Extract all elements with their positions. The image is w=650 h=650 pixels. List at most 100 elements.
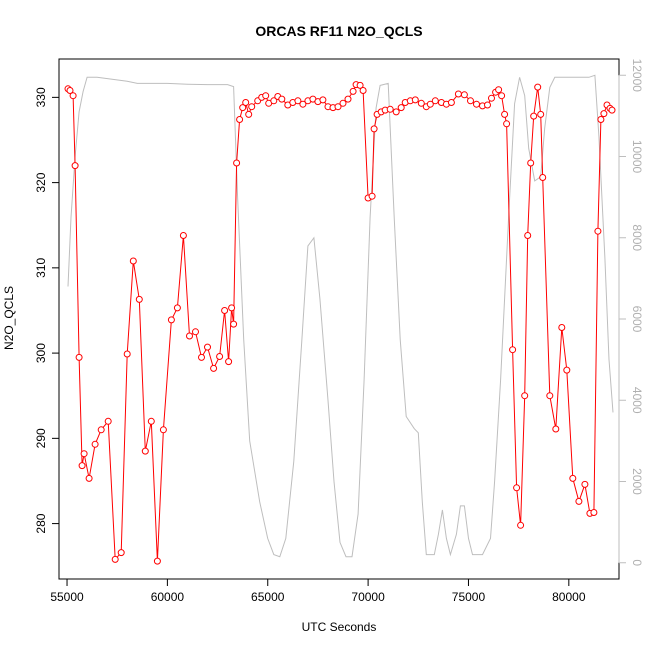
altitude-series bbox=[67, 74, 614, 558]
y-axis-label: N2O_QCLS bbox=[2, 286, 16, 350]
n2o-point bbox=[594, 227, 602, 235]
n2o-point bbox=[552, 425, 560, 433]
n2o-point bbox=[186, 332, 193, 340]
n2o-point bbox=[278, 95, 286, 103]
y-tick-label: 320 bbox=[34, 172, 48, 192]
n2o-point bbox=[192, 328, 199, 336]
x-tick-label: 80000 bbox=[552, 590, 586, 604]
n2o-point bbox=[216, 353, 224, 360]
n2o-point bbox=[563, 366, 571, 374]
y-tick-label: 300 bbox=[34, 343, 48, 363]
chart-title: ORCAS RF11 N2O_QCLS bbox=[255, 23, 422, 39]
n2o-point bbox=[447, 99, 455, 106]
y-axis-right: 0 2000 4000 6000 8000 10000 12000 bbox=[618, 59, 644, 566]
x-tick-label: 60000 bbox=[151, 590, 185, 604]
n2o-point bbox=[117, 549, 125, 557]
n2o-point bbox=[509, 346, 517, 354]
n2o-point bbox=[85, 474, 93, 482]
x-axis: 55000 60000 65000 70000 75000 80000 bbox=[50, 578, 586, 604]
n2o-point bbox=[262, 92, 270, 100]
n2o-point bbox=[521, 392, 529, 400]
n2o-point bbox=[488, 94, 495, 102]
n2o-point bbox=[228, 304, 236, 312]
y2-tick-label: 8000 bbox=[630, 224, 644, 251]
n2o-point bbox=[248, 103, 256, 111]
n2o-point bbox=[503, 120, 511, 128]
n2o-point bbox=[558, 324, 566, 331]
x-tick-label: 55000 bbox=[50, 590, 84, 604]
n2o-point bbox=[517, 521, 525, 529]
n2o-point bbox=[299, 100, 307, 108]
n2o-point bbox=[411, 96, 419, 104]
y-axis-left: 280 290 300 310 320 330 bbox=[34, 87, 60, 534]
n2o-point bbox=[210, 364, 218, 372]
n2o-point bbox=[608, 106, 616, 114]
n2o-point bbox=[524, 232, 532, 239]
n2o-point bbox=[356, 81, 364, 89]
n2o-point bbox=[397, 104, 405, 112]
n2o-point bbox=[221, 307, 229, 314]
n2o-point bbox=[147, 417, 155, 425]
n2o-point bbox=[431, 97, 439, 105]
x-tick-label: 70000 bbox=[351, 590, 385, 604]
n2o-point bbox=[581, 480, 589, 488]
n2o-point bbox=[334, 103, 342, 111]
n2o-point bbox=[597, 116, 605, 123]
n2o-point bbox=[498, 92, 506, 100]
n2o-point bbox=[426, 100, 434, 108]
y2-tick-label: 10000 bbox=[630, 140, 644, 174]
n2o-point bbox=[66, 87, 74, 94]
n2o-point bbox=[111, 555, 119, 563]
altitude-line bbox=[67, 74, 614, 558]
n2o-point bbox=[129, 257, 137, 265]
n2o-point bbox=[460, 91, 468, 99]
n2o-point bbox=[484, 101, 491, 109]
n2o-point bbox=[590, 509, 598, 516]
n2o-point bbox=[473, 100, 480, 108]
y2-tick-label: 12000 bbox=[630, 59, 644, 93]
n2o-point bbox=[225, 358, 233, 366]
n2o-point bbox=[359, 87, 367, 94]
n2o-point bbox=[294, 97, 302, 105]
y2-tick-label: 0 bbox=[630, 559, 644, 566]
n2o-point bbox=[71, 162, 79, 170]
n2o-point bbox=[270, 97, 278, 105]
x-tick-label: 75000 bbox=[452, 590, 486, 604]
n2o-series bbox=[64, 81, 616, 565]
n2o-point bbox=[69, 92, 77, 100]
n2o-point bbox=[159, 426, 167, 434]
n2o-point bbox=[245, 110, 253, 118]
n2o-point bbox=[534, 83, 542, 91]
plot-box bbox=[58, 58, 620, 580]
n2o-point bbox=[575, 497, 583, 505]
x-axis-label: UTC Seconds bbox=[302, 620, 377, 634]
n2o-point bbox=[368, 192, 376, 200]
n2o-point bbox=[344, 95, 352, 103]
n2o-point bbox=[198, 353, 205, 361]
y-tick-label: 280 bbox=[34, 513, 48, 533]
n2o-point bbox=[513, 484, 521, 492]
n2o-point bbox=[527, 159, 535, 167]
n2o-point bbox=[179, 232, 187, 239]
y-tick-label: 330 bbox=[34, 87, 48, 107]
n2o-point bbox=[370, 125, 378, 133]
n2o-point bbox=[417, 99, 425, 107]
x-tick-label: 65000 bbox=[251, 590, 285, 604]
n2o-point bbox=[349, 87, 357, 95]
n2o-point bbox=[242, 99, 250, 106]
n2o-point bbox=[386, 105, 394, 113]
n2o-point bbox=[319, 96, 327, 104]
n2o-point bbox=[141, 447, 149, 455]
n2o-point bbox=[75, 353, 83, 361]
n2o-point bbox=[230, 320, 238, 328]
n2o-point bbox=[530, 112, 538, 120]
n2o-point bbox=[495, 86, 503, 94]
n2o-point bbox=[501, 110, 509, 118]
n2o-point bbox=[104, 417, 112, 425]
n2o-point bbox=[173, 304, 181, 312]
n2o-point bbox=[339, 99, 347, 107]
n2o-point bbox=[537, 110, 545, 118]
n2o-point bbox=[167, 316, 175, 324]
y2-tick-label: 2000 bbox=[630, 468, 644, 495]
n2o-point bbox=[91, 440, 99, 448]
